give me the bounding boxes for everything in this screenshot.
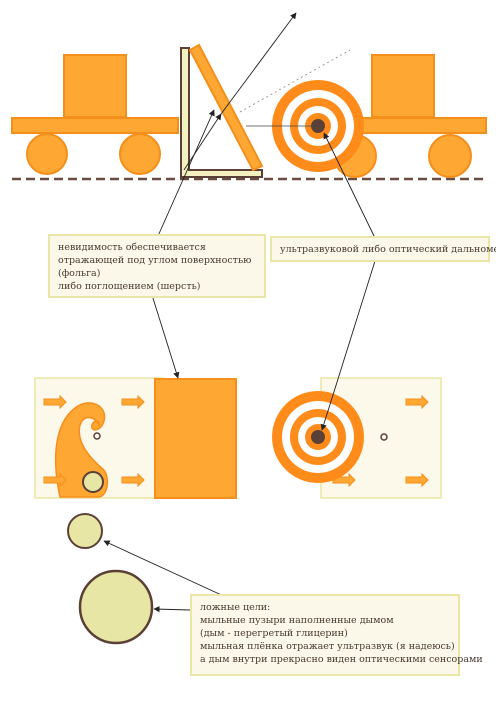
- top-view-wheel-markers-left: [43, 394, 145, 488]
- note-decoys-line-5: а дым внутри прекрасно виден оптическими…: [200, 654, 483, 665]
- callout-arrow-invisibility: [151, 109, 215, 379]
- callout-arrow-rangefinder: [320, 132, 376, 431]
- note-invisibility-line-2: отражающей под углом поверхностью: [58, 255, 252, 266]
- note-invisibility-line-4: либо поглощением (шерсть): [58, 281, 201, 292]
- note-invisibility-line-3: (фольга): [58, 268, 101, 279]
- decoy-bubble-large: [78, 569, 154, 645]
- note-rangefinder-line-1: ультразвуковой либо оптический дальномер: [280, 244, 496, 255]
- note-decoys-line-4: мыльная плёнка отражает ультразвук (я на…: [200, 641, 455, 652]
- callout-arrow-decoys: [103, 540, 229, 613]
- note-decoys-line-3: (дым - перегретый глицерин): [200, 628, 348, 639]
- note-decoys: ложные цели: мыльные пузыри наполненные …: [190, 594, 483, 676]
- note-invisibility: невидимость обеспечивается отражающей по…: [48, 234, 266, 298]
- left-cart: [11, 54, 179, 175]
- note-rangefinder: ультразвуковой либо оптический дальномер: [270, 236, 496, 262]
- decoy-bubble-small: [67, 513, 103, 549]
- reflection-arrow: [183, 12, 297, 171]
- note-invisibility-line-1: невидимость обеспечивается: [58, 242, 206, 253]
- sensor-beam-lines: [239, 49, 351, 127]
- note-decoys-line-2: мыльные пузыри наполненные дымом: [200, 615, 394, 626]
- sensor-target-bottom: [272, 391, 364, 483]
- note-decoys-line-1: ложные цели:: [200, 602, 271, 613]
